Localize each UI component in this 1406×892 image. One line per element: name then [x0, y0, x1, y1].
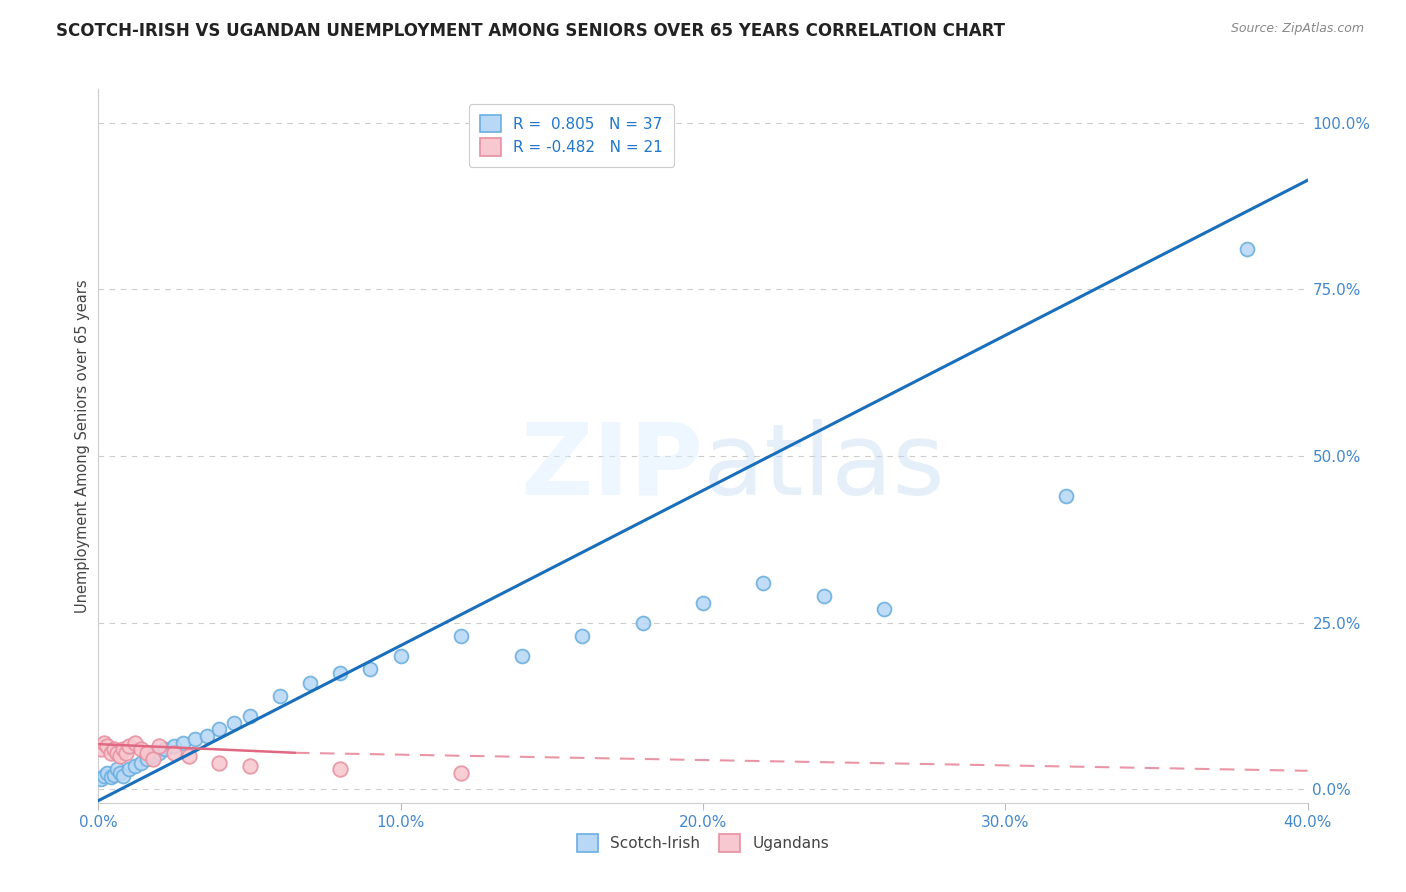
- Point: [239, 759, 262, 773]
- Text: Source: ZipAtlas.com: Source: ZipAtlas.com: [1230, 22, 1364, 36]
- Point: [142, 749, 165, 764]
- Text: SCOTCH-IRISH VS UGANDAN UNEMPLOYMENT AMONG SENIORS OVER 65 YEARS CORRELATION CHA: SCOTCH-IRISH VS UGANDAN UNEMPLOYMENT AMO…: [56, 22, 1005, 40]
- Point: [195, 729, 218, 743]
- Point: [129, 742, 152, 756]
- Point: [111, 769, 134, 783]
- Point: [692, 596, 714, 610]
- Point: [329, 763, 352, 777]
- Point: [631, 615, 654, 630]
- Point: [208, 723, 231, 737]
- Legend: Scotch-Irish, Ugandans: Scotch-Irish, Ugandans: [569, 827, 837, 859]
- Point: [184, 732, 207, 747]
- Point: [118, 739, 141, 753]
- Point: [103, 742, 125, 756]
- Point: [873, 602, 896, 616]
- Point: [148, 739, 170, 753]
- Point: [163, 746, 186, 760]
- Point: [114, 746, 136, 760]
- Point: [450, 629, 472, 643]
- Point: [1054, 489, 1077, 503]
- Point: [148, 746, 170, 760]
- Y-axis label: Unemployment Among Seniors over 65 years: Unemployment Among Seniors over 65 years: [75, 279, 90, 613]
- Text: ZIP: ZIP: [520, 419, 703, 516]
- Point: [172, 736, 194, 750]
- Point: [93, 736, 115, 750]
- Point: [90, 742, 112, 756]
- Point: [108, 749, 131, 764]
- Point: [450, 765, 472, 780]
- Point: [329, 665, 352, 680]
- Point: [96, 765, 118, 780]
- Point: [142, 752, 165, 766]
- Point: [108, 765, 131, 780]
- Point: [208, 756, 231, 770]
- Point: [124, 759, 146, 773]
- Point: [103, 768, 125, 782]
- Point: [179, 749, 201, 764]
- Point: [129, 756, 152, 770]
- Point: [100, 771, 122, 785]
- Point: [153, 742, 176, 756]
- Point: [135, 746, 157, 760]
- Point: [93, 769, 115, 783]
- Point: [163, 739, 186, 753]
- Point: [510, 649, 533, 664]
- Point: [111, 742, 134, 756]
- Point: [224, 715, 246, 730]
- Point: [1236, 242, 1258, 256]
- Point: [239, 709, 262, 723]
- Point: [299, 675, 322, 690]
- Point: [90, 772, 112, 787]
- Point: [360, 662, 382, 676]
- Point: [571, 629, 593, 643]
- Point: [389, 649, 412, 664]
- Point: [813, 589, 835, 603]
- Point: [118, 763, 141, 777]
- Point: [135, 752, 157, 766]
- Text: atlas: atlas: [703, 419, 945, 516]
- Point: [269, 689, 291, 703]
- Point: [752, 575, 775, 590]
- Point: [96, 739, 118, 753]
- Point: [100, 746, 122, 760]
- Point: [105, 746, 128, 760]
- Point: [124, 736, 146, 750]
- Point: [105, 763, 128, 777]
